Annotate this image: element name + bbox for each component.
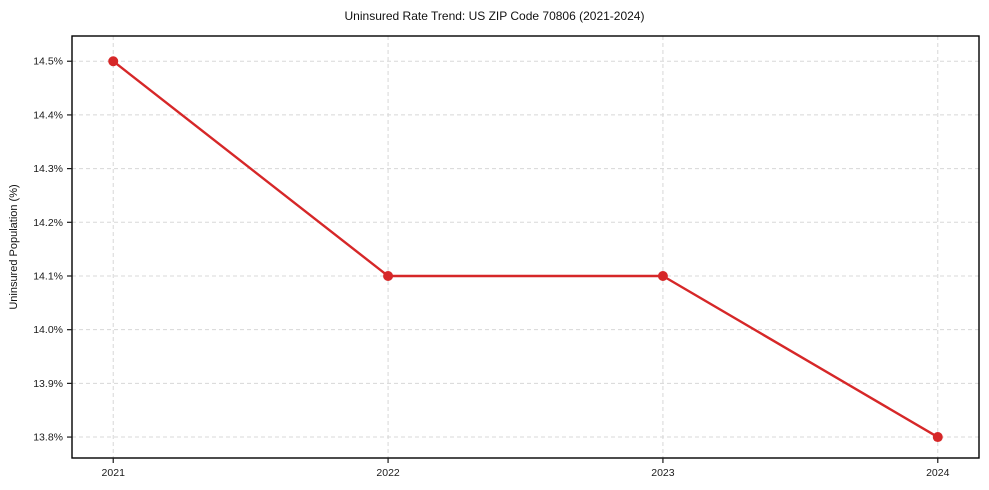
- chart-title: Uninsured Rate Trend: US ZIP Code 70806 …: [344, 9, 645, 23]
- y-tick-label: 14.3%: [33, 163, 63, 175]
- y-tick-label: 14.0%: [33, 324, 63, 336]
- y-tick-label: 14.4%: [33, 109, 63, 121]
- y-tick-label: 14.1%: [33, 270, 63, 282]
- y-tick-label: 13.9%: [33, 378, 63, 390]
- x-tick-label: 2023: [651, 467, 675, 479]
- data-point: [657, 270, 668, 281]
- x-tick-label: 2021: [102, 467, 126, 479]
- data-point: [383, 270, 394, 281]
- y-tick-label: 13.8%: [33, 432, 63, 444]
- trend-line: [112, 60, 939, 439]
- x-tick-label: 2022: [376, 467, 400, 479]
- axes-spines: [71, 35, 980, 459]
- data-point: [108, 56, 119, 67]
- data-point: [932, 432, 943, 443]
- x-tick-label: 2024: [926, 467, 950, 479]
- y-tick-label: 14.2%: [33, 217, 63, 229]
- y-tick-label: 14.5%: [33, 56, 63, 68]
